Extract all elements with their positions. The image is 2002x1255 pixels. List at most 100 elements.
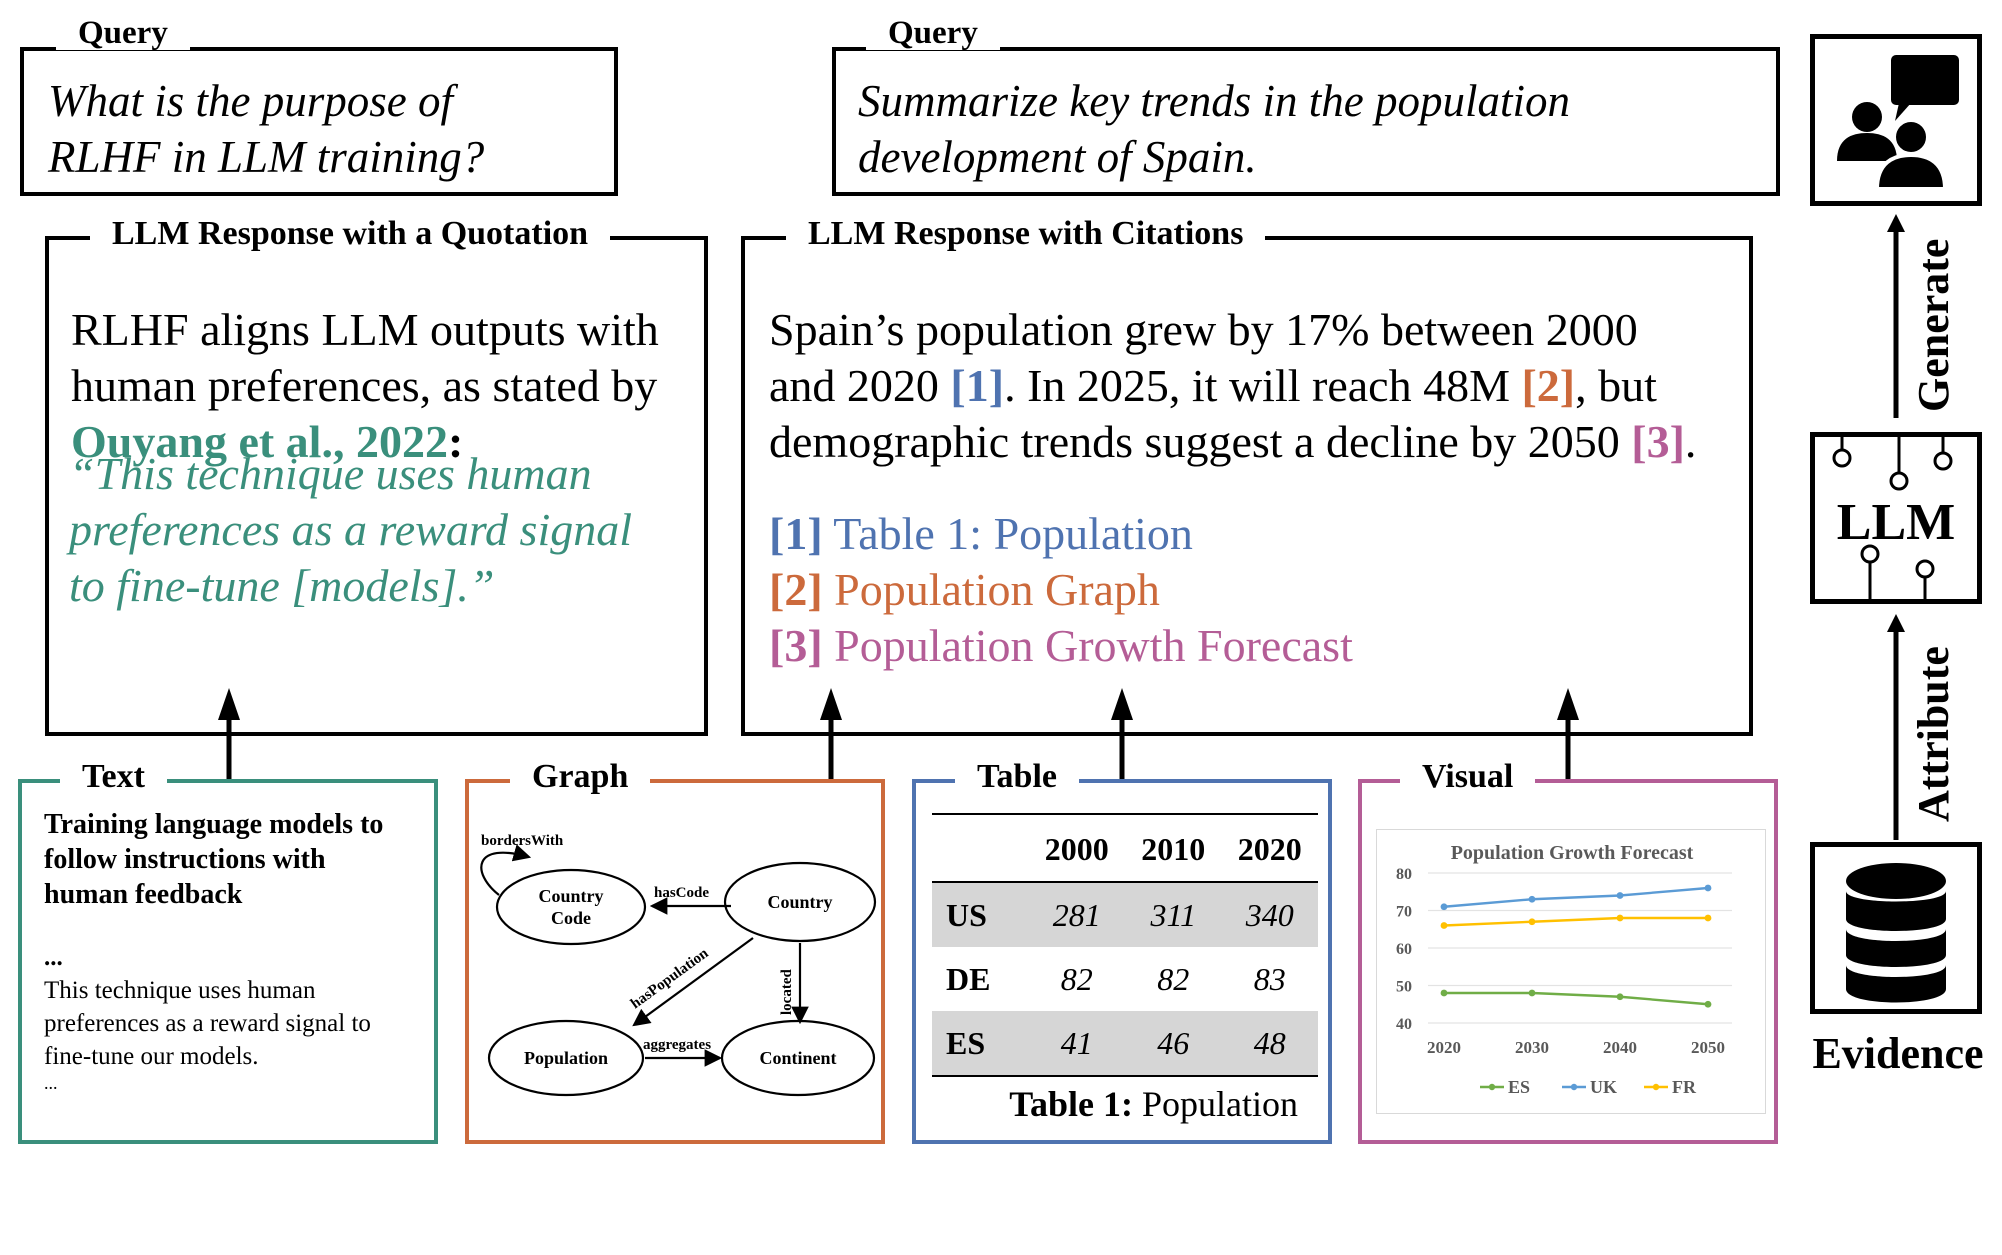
table-cell: 281 [1028, 882, 1125, 947]
reference-1: [1] Table 1: Population [769, 508, 1193, 559]
table-row: ES 41 46 48 [932, 1011, 1318, 1075]
query-text-left-2: RLHF in LLM training? [48, 132, 485, 182]
data-point-fr [1440, 922, 1448, 929]
legend-label-fr: FR [1672, 1077, 1697, 1097]
series-line-uk [1443, 886, 1709, 908]
query-text-right-1: Summarize key trends in the population [858, 76, 1570, 126]
y-tick-label: 50 [1396, 979, 1412, 996]
edge-label-borders-with: bordersWith [481, 833, 564, 849]
data-point-uk [1528, 895, 1536, 903]
population-forecast-chart: Population Growth Forecast 40 50 60 70 80 20… [1396, 842, 1732, 1097]
database-icon [1846, 863, 1946, 1003]
edge-borders-with [480, 844, 532, 896]
row-label: US [932, 882, 1029, 947]
data-point-uk [1616, 892, 1624, 899]
edge-label-has-population: hasPopulation [628, 945, 712, 1012]
query-box-right: Summarize key trends in the population d… [832, 47, 1780, 196]
query-legend-right: Query [866, 17, 1000, 50]
query-text-left-1: What is the purpose of [48, 76, 453, 126]
edge-label-aggregates: aggregates [643, 1037, 711, 1053]
quote-line-3: to fine-tune [models].” [69, 560, 495, 611]
reference-2: [2] Population Graph [769, 564, 1160, 615]
node-label-continent: Continent [759, 1048, 836, 1068]
data-point-fr [1704, 914, 1712, 922]
y-tick-label: 80 [1396, 866, 1412, 883]
data-point-es [1704, 1000, 1712, 1008]
evidence-icon-box [1810, 842, 1982, 1014]
citation-marker-1: [1] [950, 360, 1005, 411]
x-tick-label: 2020 [1427, 1038, 1461, 1057]
node-country-code [495, 868, 647, 946]
text-ellipsis-2: ... [44, 1073, 58, 1093]
node-label-country-code-1: Country [538, 886, 603, 906]
text-body-3: fine-tune our models. [44, 1043, 259, 1070]
row-label: ES [932, 1011, 1029, 1075]
generate-label: Generate [1909, 239, 1958, 412]
llm-label: LLM [1836, 494, 1956, 551]
table-cell: 48 [1221, 1011, 1318, 1075]
legend-marker-fr [1652, 1083, 1660, 1091]
table-cell: 41 [1028, 1011, 1125, 1075]
table-cell: 83 [1253, 960, 1286, 997]
legend-marker-uk [1570, 1083, 1578, 1091]
table-cell: 311 [1125, 882, 1222, 947]
response-citations-legend: LLM Response with Citations [786, 217, 1266, 251]
edge-label-located: located [779, 969, 795, 1015]
citations-line-2: and 2020 [1]. In 2025, it will reach 48M… [769, 360, 1657, 411]
text-evidence-legend: Text [60, 760, 167, 794]
x-tick-label: 2050 [1691, 1038, 1725, 1057]
response-quote-line-1: RLHF aligns LLM outputs with [71, 304, 659, 355]
data-point-es [1528, 989, 1536, 997]
data-point-es [1616, 993, 1624, 1001]
text-body-2: preferences as a reward signal to [44, 1010, 371, 1037]
text-ellipsis-1: ... [44, 944, 63, 971]
visual-evidence-box: Population Growth Forecast 40 50 60 70 80 20… [1358, 779, 1778, 1144]
table-cell: 82 [1060, 960, 1093, 997]
text-body-1: This technique uses human [44, 977, 316, 1004]
data-point-fr [1616, 914, 1624, 922]
table-header-row: 2000 2010 2020 [932, 817, 1318, 882]
table-cell: 82 [1157, 960, 1190, 997]
graph-evidence-box: Country Code Country Population Continen… [465, 779, 885, 1144]
quote-line-1: “This technique uses human [69, 448, 592, 499]
table-row: DE 82 82 83 [932, 947, 1318, 1011]
citation-colon: : [447, 416, 464, 467]
citations-line-1: Spain’s population grew by 17% between 2… [769, 304, 1638, 355]
legend-label-es: ES [1508, 1077, 1530, 1097]
table-cell: 46 [1125, 1011, 1222, 1075]
data-point-uk [1440, 903, 1448, 911]
query-box-left: What is the purpose of RLHF in LLM train… [20, 47, 618, 196]
y-tick-label: 70 [1396, 904, 1412, 921]
series-line-es [1444, 991, 1709, 1006]
knowledge-graph: Country Code Country Population Continen… [480, 833, 877, 1097]
node-label-country-code-2: Code [551, 908, 591, 928]
node-label-country: Country [767, 892, 832, 912]
paper-title-2: follow instructions with [44, 844, 326, 875]
node-label-population: Population [524, 1048, 608, 1068]
response-quotation-legend: LLM Response with a Quotation [90, 217, 611, 251]
user-query-icon-box [1810, 34, 1982, 206]
table-row: US 281 311 340 [932, 882, 1318, 947]
y-tick-label: 40 [1396, 1016, 1412, 1033]
edge-has-population [632, 937, 754, 1027]
generate-arrow-head [1887, 214, 1905, 232]
citation-ouyang: Ouyang et al., 2022 [71, 416, 448, 467]
reference-3: [3] Population Growth Forecast [769, 620, 1353, 671]
table-evidence-box: 2000 2010 2020 US 281 311 340 DE 82 82 8… [912, 779, 1332, 1144]
x-tick-label: 2030 [1515, 1038, 1549, 1057]
query-text-right-2: development of Spain. [858, 132, 1257, 182]
table-header-cell: 2000 [1044, 830, 1109, 867]
data-point-uk [1704, 884, 1712, 892]
query-legend-left: Query [56, 17, 190, 50]
visual-evidence-legend: Visual [1400, 760, 1536, 794]
node-country [723, 861, 877, 943]
node-continent [720, 1019, 876, 1097]
citations-line-3: demographic trends suggest a decline by … [769, 416, 1697, 467]
data-point-fr [1528, 918, 1536, 926]
graph-evidence-legend: Graph [510, 760, 651, 794]
llm-box: LLM [1810, 432, 1982, 604]
paper-title-3: human feedback [44, 879, 243, 910]
node-population [487, 1019, 645, 1097]
table-evidence-legend: Table [955, 760, 1080, 794]
